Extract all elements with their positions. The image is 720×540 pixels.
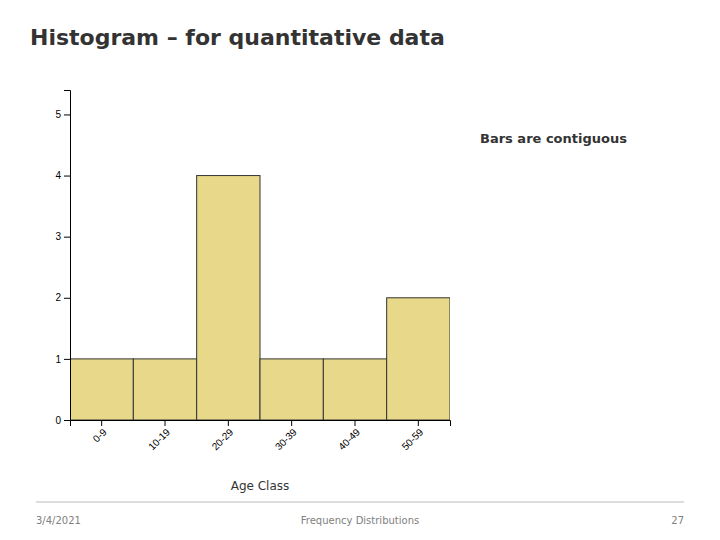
x-tick-label: 50-59 — [400, 426, 426, 452]
x-tick-label: 30-39 — [273, 426, 299, 452]
y-axis-line — [64, 91, 71, 421]
y-tick-label: 4 — [55, 170, 61, 181]
x-axis-title: Age Class — [231, 479, 290, 493]
y-tick-label: 3 — [55, 231, 61, 242]
x-tick-mark — [165, 420, 166, 426]
x-tick-label: 40-49 — [336, 426, 362, 452]
x-axis-line — [71, 421, 451, 427]
x-tick-label: 20-29 — [210, 426, 236, 452]
x-tick-label: 0-9 — [91, 426, 109, 444]
y-tick-mark — [64, 298, 70, 299]
x-tick: 10-19 — [146, 420, 172, 452]
y-tick-label: 2 — [55, 292, 61, 303]
bar — [323, 359, 386, 420]
annotation: Bars are contiguous — [480, 131, 627, 146]
footer-text: 3/4/2021 — [36, 515, 81, 526]
x-tick: 50-59 — [400, 420, 426, 452]
y-tick: 1 — [55, 354, 70, 365]
footer-text: Frequency Distributions — [301, 515, 419, 526]
x-tick-mark — [228, 420, 229, 426]
bars — [70, 176, 450, 420]
footer-text: 27 — [671, 515, 684, 526]
y-tick: 3 — [55, 231, 70, 242]
plot: 0-9 10-19 20-29 30-39 40-49 50-59 0 1 2 3 4 5 — [55, 91, 450, 453]
x-tick: 40-49 — [336, 420, 362, 452]
bar — [133, 359, 196, 420]
y-tick-mark — [64, 176, 70, 177]
y-tick-label: 1 — [55, 354, 61, 365]
x-tick-mark — [418, 420, 419, 426]
x-tick: 30-39 — [273, 420, 299, 452]
y-tick: 4 — [55, 170, 70, 181]
bar — [197, 176, 260, 420]
x-tick: 0-9 — [91, 420, 109, 444]
y-tick-mark — [64, 114, 70, 115]
x-tick-mark — [355, 420, 356, 426]
x-axis: 0-9 10-19 20-29 30-39 40-49 50-59 — [71, 420, 451, 452]
y-tick-label: 0 — [55, 415, 61, 426]
y-tick: 2 — [55, 292, 70, 303]
y-axis: 0 1 2 3 4 5 — [55, 91, 70, 426]
y-tick-mark — [64, 237, 70, 238]
bar — [387, 298, 450, 420]
x-tick: 20-29 — [210, 420, 236, 452]
chart: Histogram – for quantitative data 0-9 10-1… — [0, 0, 720, 540]
bar — [260, 359, 323, 420]
y-tick-mark — [64, 420, 70, 421]
y-tick: 0 — [55, 415, 70, 426]
footer-rule — [36, 502, 684, 503]
x-tick-mark — [101, 420, 102, 426]
x-tick-label: 10-19 — [146, 426, 172, 452]
y-tick: 5 — [55, 109, 70, 120]
y-tick-mark — [64, 359, 70, 360]
title: Histogram – for quantitative data — [30, 25, 445, 50]
x-tick-mark — [291, 420, 292, 426]
y-tick-label: 5 — [55, 109, 61, 120]
bar — [70, 359, 133, 420]
